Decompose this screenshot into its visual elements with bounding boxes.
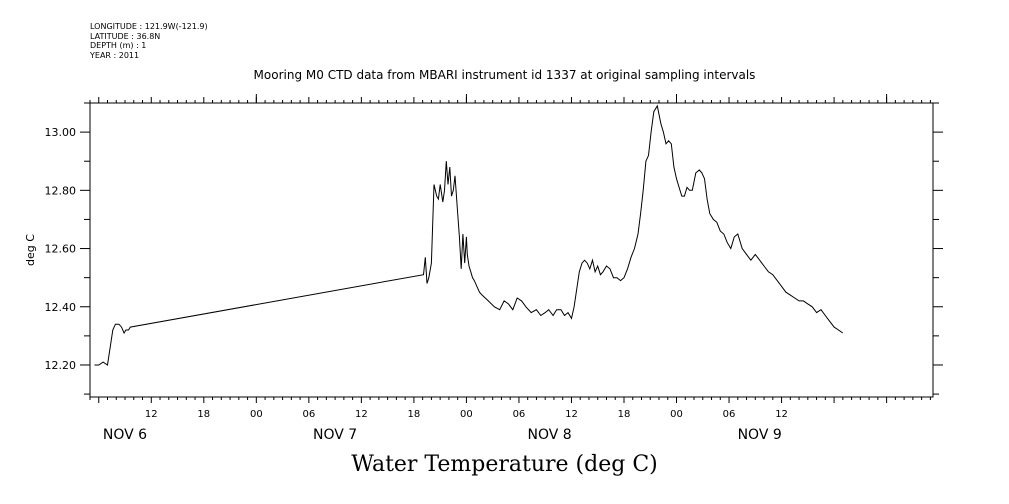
mooring-metadata: LONGITUDE : 121.9W(-121.9) LATITUDE : 36…	[90, 22, 208, 60]
y-tick-label: 12.60	[45, 243, 77, 256]
y-tick-label: 12.20	[45, 359, 77, 372]
x-axis-label: Water Temperature (deg C)	[351, 452, 658, 477]
x-tick-label: 12	[145, 409, 158, 420]
chart-title: Mooring M0 CTD data from MBARI instrumen…	[253, 68, 756, 82]
x-tick-label: 00	[460, 409, 473, 420]
y-tick-label: 12.40	[45, 301, 77, 314]
x-tick-label: 00	[250, 409, 263, 420]
x-tick-label: 18	[197, 409, 210, 420]
latitude-text: LATITUDE : 36.8N	[90, 31, 161, 41]
day-label: NOV 7	[313, 427, 357, 443]
x-tick-label: 06	[723, 409, 736, 420]
x-tick-label: 12	[355, 409, 368, 420]
plot-frame	[89, 102, 934, 398]
day-label: NOV 6	[103, 427, 147, 443]
depth-text: DEPTH (m) : 1	[90, 41, 147, 50]
day-label: NOV 8	[527, 427, 571, 443]
x-tick-label: 00	[670, 409, 683, 420]
year-text: YEAR : 2011	[90, 50, 140, 60]
y-axis-label: deg C	[24, 234, 37, 266]
day-label: NOV 9	[738, 427, 782, 443]
y-tick-label: 13.00	[45, 126, 77, 139]
longitude-text: LONGITUDE : 121.9W(-121.9)	[90, 22, 208, 31]
water-temperature-line	[94, 104, 844, 366]
x-tick-label: 06	[513, 409, 526, 420]
x-tick-label: 18	[408, 409, 421, 420]
x-tick-label: 06	[302, 409, 315, 420]
y-tick-label: 12.80	[45, 184, 77, 197]
axis-ticks	[80, 94, 943, 403]
x-tick-label: 18	[618, 409, 631, 420]
axis-tick-labels: 12 18 00 06 12 18 00 06 12 18 00 06 12 NOV 6 NOV 7 NOV …	[45, 126, 788, 443]
x-tick-label: 12	[565, 409, 578, 420]
x-tick-label: 12	[775, 409, 788, 420]
